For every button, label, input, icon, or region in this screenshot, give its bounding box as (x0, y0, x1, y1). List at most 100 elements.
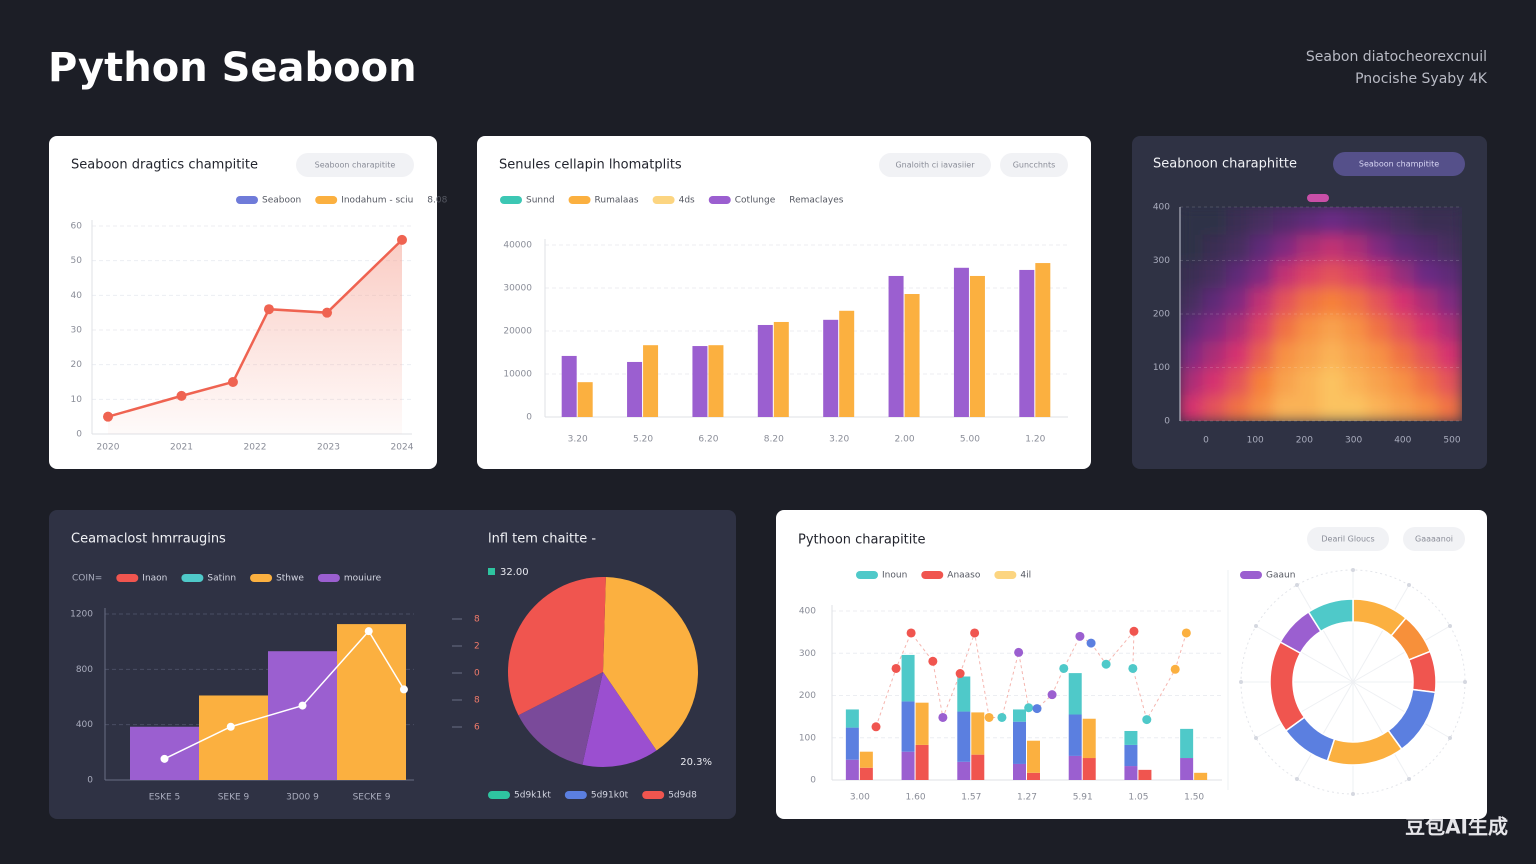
point (227, 377, 238, 387)
point (1086, 638, 1096, 648)
legend-swatch (250, 574, 273, 582)
heat-cell (1437, 232, 1462, 262)
button[interactable] (1403, 527, 1465, 551)
y-tick-label: 30000 (503, 284, 532, 294)
chart-title: Seaboon dragtics champitite (71, 158, 258, 173)
point (871, 722, 881, 732)
heat-cell (1320, 207, 1346, 235)
bar (888, 275, 904, 417)
bar (1082, 718, 1096, 759)
legend-label: 4il (1020, 571, 1031, 581)
legend-swatch (1240, 571, 1262, 579)
legend-label: 5d9k1kt (514, 791, 551, 801)
heat-cell (1226, 259, 1252, 289)
point (176, 390, 187, 401)
heatmap-cells (1180, 207, 1462, 421)
spoke (1352, 681, 1410, 780)
point (103, 411, 113, 422)
button-label[interactable]: Dearil Gloucs (1321, 535, 1374, 544)
point (160, 754, 169, 763)
legend-label: Inodahum - sciu (341, 196, 413, 206)
legend-label: mouiure (344, 574, 382, 584)
heat-cell (1226, 313, 1252, 342)
button[interactable] (1307, 527, 1389, 551)
legend-label: 5d9d8 (668, 791, 697, 801)
button[interactable] (1333, 152, 1465, 176)
legend-label: Anaaso (947, 571, 981, 581)
bar (1082, 758, 1096, 780)
heat-cell (1296, 259, 1322, 289)
heat-cell (1437, 286, 1462, 315)
button-label[interactable]: Gnaloith ci iavasiier (895, 161, 975, 170)
bar (1180, 728, 1194, 759)
heat-cell (1273, 259, 1299, 289)
x-tick-label: 200 (1296, 436, 1313, 446)
heat-cell (1320, 393, 1346, 421)
heat-cell (1343, 207, 1369, 235)
heat-cell (1180, 207, 1205, 235)
legend-label: 4ds (679, 196, 695, 206)
button-label[interactable]: Seaboon champitite (1359, 160, 1439, 169)
point (322, 307, 333, 318)
heat-cell (1343, 339, 1369, 369)
chart-title: Pythoon charapitite (798, 533, 925, 548)
spoke (1352, 625, 1451, 683)
button-label[interactable]: Guncchnts (1013, 161, 1056, 170)
button[interactable] (879, 153, 991, 177)
y-tick-label: 60 (71, 222, 83, 232)
point (891, 663, 901, 673)
bar (845, 759, 859, 780)
y-tick-label: 0 (87, 776, 93, 786)
heat-cell (1249, 313, 1275, 342)
button-label[interactable]: Seaboon charapitite (315, 161, 396, 170)
point (226, 722, 235, 731)
bar (1124, 744, 1138, 767)
legend-label: Sthwe (276, 574, 304, 584)
bar (1027, 740, 1040, 773)
heat-cell (1180, 232, 1205, 262)
x-tick-label: 2021 (170, 443, 193, 453)
side-label: 8 (474, 696, 480, 706)
heat-cell (1390, 366, 1416, 396)
heat-cell (1296, 393, 1322, 421)
x-tick-label: 400 (1394, 436, 1411, 446)
heat-cell (1320, 339, 1346, 369)
legend-label: Inaon (142, 574, 167, 584)
button[interactable] (1000, 153, 1068, 177)
point (1024, 703, 1034, 713)
button-label[interactable]: Gaaaanoi (1415, 535, 1453, 544)
heat-cell (1226, 207, 1252, 235)
guide-dot (1447, 736, 1452, 740)
heat-cell (1367, 207, 1393, 235)
x-tick-label: 1.60 (906, 793, 926, 803)
bar (953, 267, 969, 417)
heat-cell (1202, 207, 1228, 235)
bar (904, 294, 920, 417)
heat-cell (1296, 286, 1322, 315)
point (1128, 663, 1138, 673)
heat-cell (1249, 366, 1275, 396)
x-tick-label: 3.20 (829, 435, 849, 445)
bar (901, 751, 915, 780)
bar (969, 275, 985, 417)
y-tick-label: 400 (799, 607, 816, 617)
point (906, 628, 916, 638)
heat-cell (1180, 313, 1205, 342)
bar (692, 346, 708, 417)
heat-cell (1273, 339, 1299, 369)
bar (845, 709, 859, 728)
heat-cell (1414, 339, 1440, 369)
pie-slice (582, 672, 657, 767)
button[interactable] (296, 153, 414, 177)
x-tick-label: 1.57 (961, 793, 981, 803)
point (364, 627, 373, 636)
point (1101, 659, 1111, 669)
heat-cell (1390, 232, 1416, 262)
x-tick-label: 1.50 (1184, 793, 1204, 803)
bar (773, 321, 789, 417)
legend-swatch (856, 571, 878, 579)
legend-swatch (652, 196, 675, 204)
point (997, 712, 1007, 722)
line (107, 238, 403, 418)
